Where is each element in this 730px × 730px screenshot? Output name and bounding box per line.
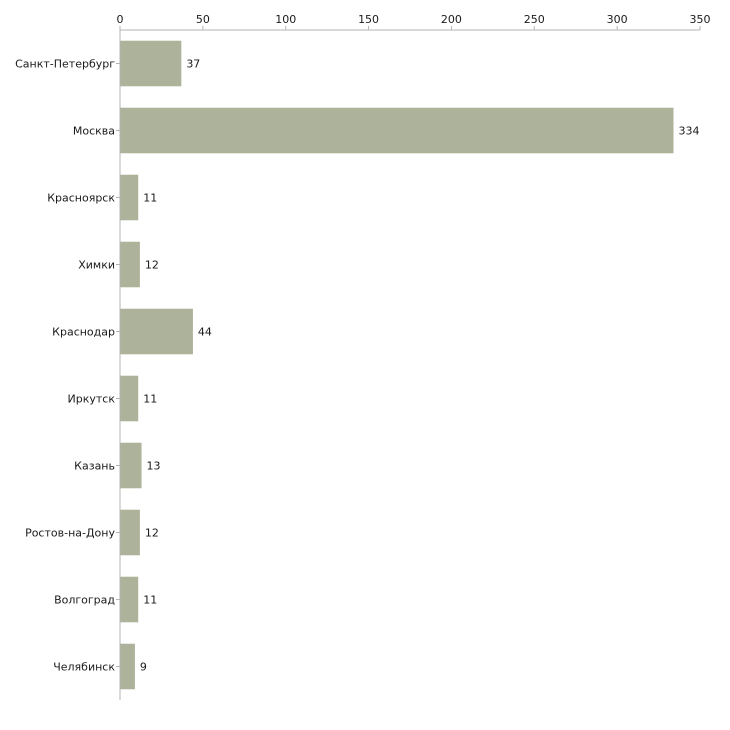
bars (120, 40, 674, 690)
bar (120, 174, 139, 221)
x-axis-ticks: 0 50 100 150 200 250 300 350 (117, 13, 711, 30)
category-label: Казань (74, 460, 115, 473)
category-label: Челябинск (53, 661, 115, 674)
bar-value-label: 44 (198, 326, 212, 339)
bar (120, 576, 139, 623)
bar (120, 308, 193, 355)
x-tick-label: 200 (441, 13, 462, 26)
bar-value-label: 11 (143, 192, 157, 205)
value-labels: 37 334 11 12 44 11 13 12 11 9 (140, 58, 700, 674)
bar (120, 375, 139, 422)
category-label: Ростов-на-Дону (25, 527, 115, 540)
bar-value-label: 37 (186, 58, 200, 71)
bar (120, 107, 674, 154)
bar (120, 241, 140, 288)
category-label: Иркутск (68, 393, 116, 406)
bar-value-label: 334 (678, 125, 699, 138)
bar-value-label: 12 (145, 259, 159, 272)
x-tick-label: 250 (524, 13, 545, 26)
bar-value-label: 11 (143, 393, 157, 406)
x-tick-label: 100 (275, 13, 296, 26)
bar-value-label: 9 (140, 661, 147, 674)
bar (120, 442, 142, 489)
category-label: Санкт-Петербург (15, 58, 115, 71)
x-tick-label: 350 (690, 13, 711, 26)
bar-value-label: 12 (145, 527, 159, 540)
bar (120, 509, 140, 556)
bar-value-label: 13 (147, 460, 161, 473)
category-labels: Санкт-Петербург Москва Красноярск Химки Крас… (15, 58, 120, 674)
category-label: Краснодар (52, 326, 115, 339)
category-label: Москва (73, 125, 115, 138)
category-label: Красноярск (47, 192, 115, 205)
bar-value-label: 11 (143, 594, 157, 607)
category-label: Волгоград (54, 594, 115, 607)
category-label: Химки (78, 259, 115, 272)
bar (120, 643, 135, 690)
x-tick-label: 300 (607, 13, 628, 26)
x-tick-label: 50 (196, 13, 210, 26)
bar (120, 40, 182, 87)
x-tick-label: 150 (358, 13, 379, 26)
x-tick-label: 0 (117, 13, 124, 26)
